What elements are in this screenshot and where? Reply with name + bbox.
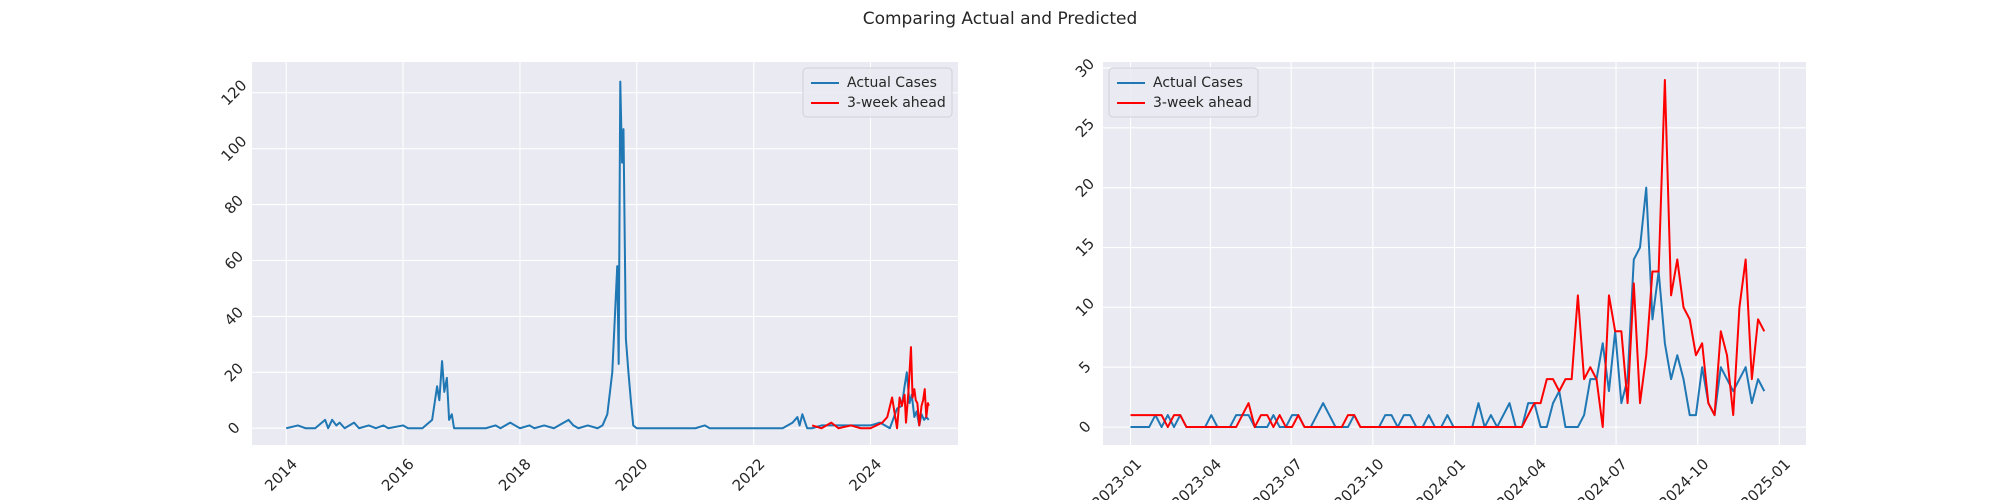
- legend-label: 3-week ahead: [1153, 95, 1252, 111]
- legend-frame: [1108, 67, 1259, 118]
- legend: Actual Cases 3-week ahead: [1108, 67, 1259, 118]
- figure-title: Comparing Actual and Predicted: [863, 9, 1138, 29]
- series-line-actual-cases: [286, 80, 930, 430]
- series-line-3-week-ahead: [811, 346, 930, 430]
- legend: Actual Cases 3-week ahead: [802, 67, 953, 118]
- legend-label: Actual Cases: [847, 75, 937, 91]
- plot-area: [252, 62, 958, 445]
- legend-label: 3-week ahead: [847, 95, 946, 111]
- legend-label: Actual Cases: [1153, 75, 1243, 91]
- series-line-3-week-ahead: [1130, 78, 1766, 429]
- legend-frame: [802, 67, 953, 118]
